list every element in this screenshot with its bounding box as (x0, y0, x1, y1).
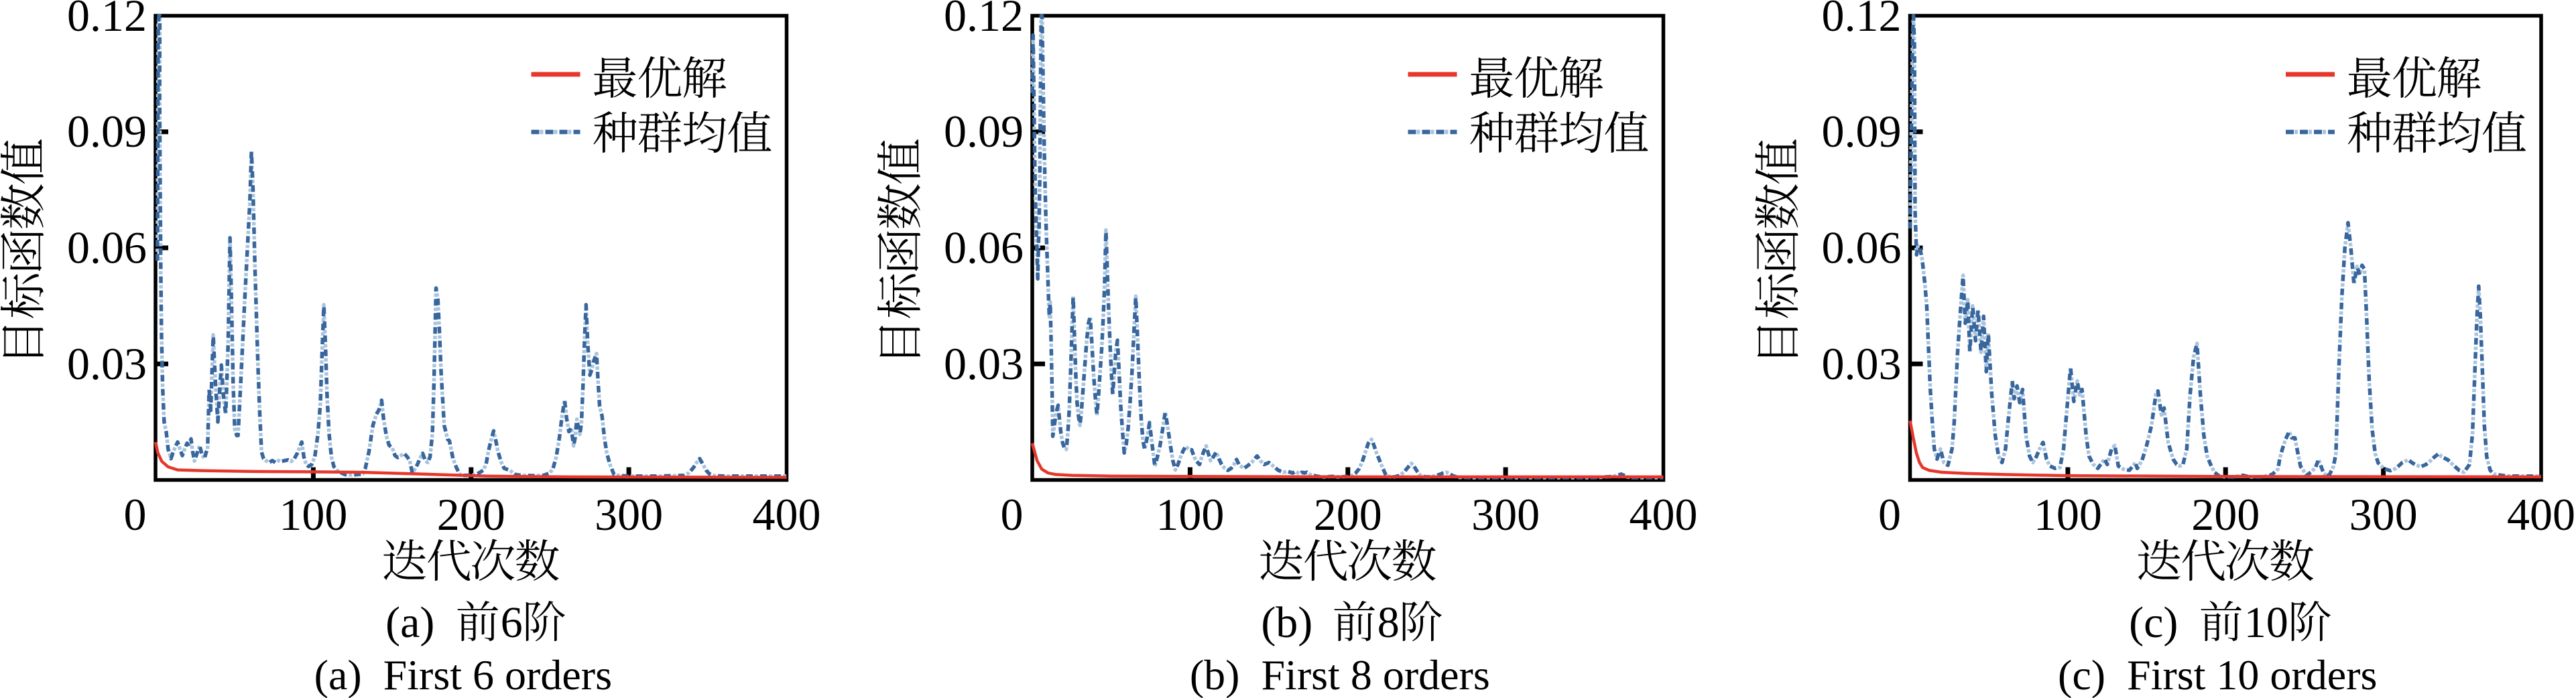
svg-text:0: 0 (1878, 489, 1901, 540)
svg-text:6: 6 (501, 598, 523, 647)
svg-text:0.12: 0.12 (1822, 0, 1902, 41)
svg-text:0.06: 0.06 (944, 222, 1024, 273)
svg-text:0.06: 0.06 (67, 222, 147, 273)
svg-text:(b) First 8 orders: (b) First 8 orders (1190, 651, 1490, 698)
svg-text:300: 300 (1471, 489, 1540, 540)
svg-text:400: 400 (2507, 489, 2575, 540)
svg-text:8: 8 (1377, 598, 1400, 647)
svg-text:0.06: 0.06 (1822, 222, 1902, 273)
svg-text:0: 0 (124, 489, 147, 540)
svg-text:(a) First 6 orders: (a) First 6 orders (314, 651, 612, 698)
svg-text:0.09: 0.09 (1822, 106, 1902, 157)
svg-text:400: 400 (1630, 489, 1698, 540)
svg-text:100: 100 (1156, 489, 1224, 540)
svg-text:(a): (a) (385, 598, 434, 647)
svg-text:(b): (b) (1261, 598, 1312, 647)
svg-text:0.09: 0.09 (944, 106, 1024, 157)
svg-text:0: 0 (1001, 489, 1024, 540)
svg-text:100: 100 (279, 489, 347, 540)
svg-text:0.03: 0.03 (944, 338, 1024, 389)
svg-text:200: 200 (437, 489, 505, 540)
svg-text:0.03: 0.03 (1822, 338, 1902, 389)
svg-text:(c) First 10 orders: (c) First 10 orders (2058, 651, 2377, 698)
svg-text:(c): (c) (2129, 598, 2178, 647)
svg-text:0.09: 0.09 (67, 106, 147, 157)
svg-text:10: 10 (2244, 598, 2288, 647)
svg-text:0.12: 0.12 (944, 0, 1024, 41)
svg-text:0.03: 0.03 (67, 338, 147, 389)
svg-text:300: 300 (2349, 489, 2418, 540)
svg-text:300: 300 (595, 489, 663, 540)
svg-text:200: 200 (2191, 489, 2260, 540)
svg-text:0.12: 0.12 (67, 0, 147, 41)
svg-text:200: 200 (1314, 489, 1382, 540)
svg-text:100: 100 (2034, 489, 2102, 540)
svg-text:400: 400 (753, 489, 821, 540)
